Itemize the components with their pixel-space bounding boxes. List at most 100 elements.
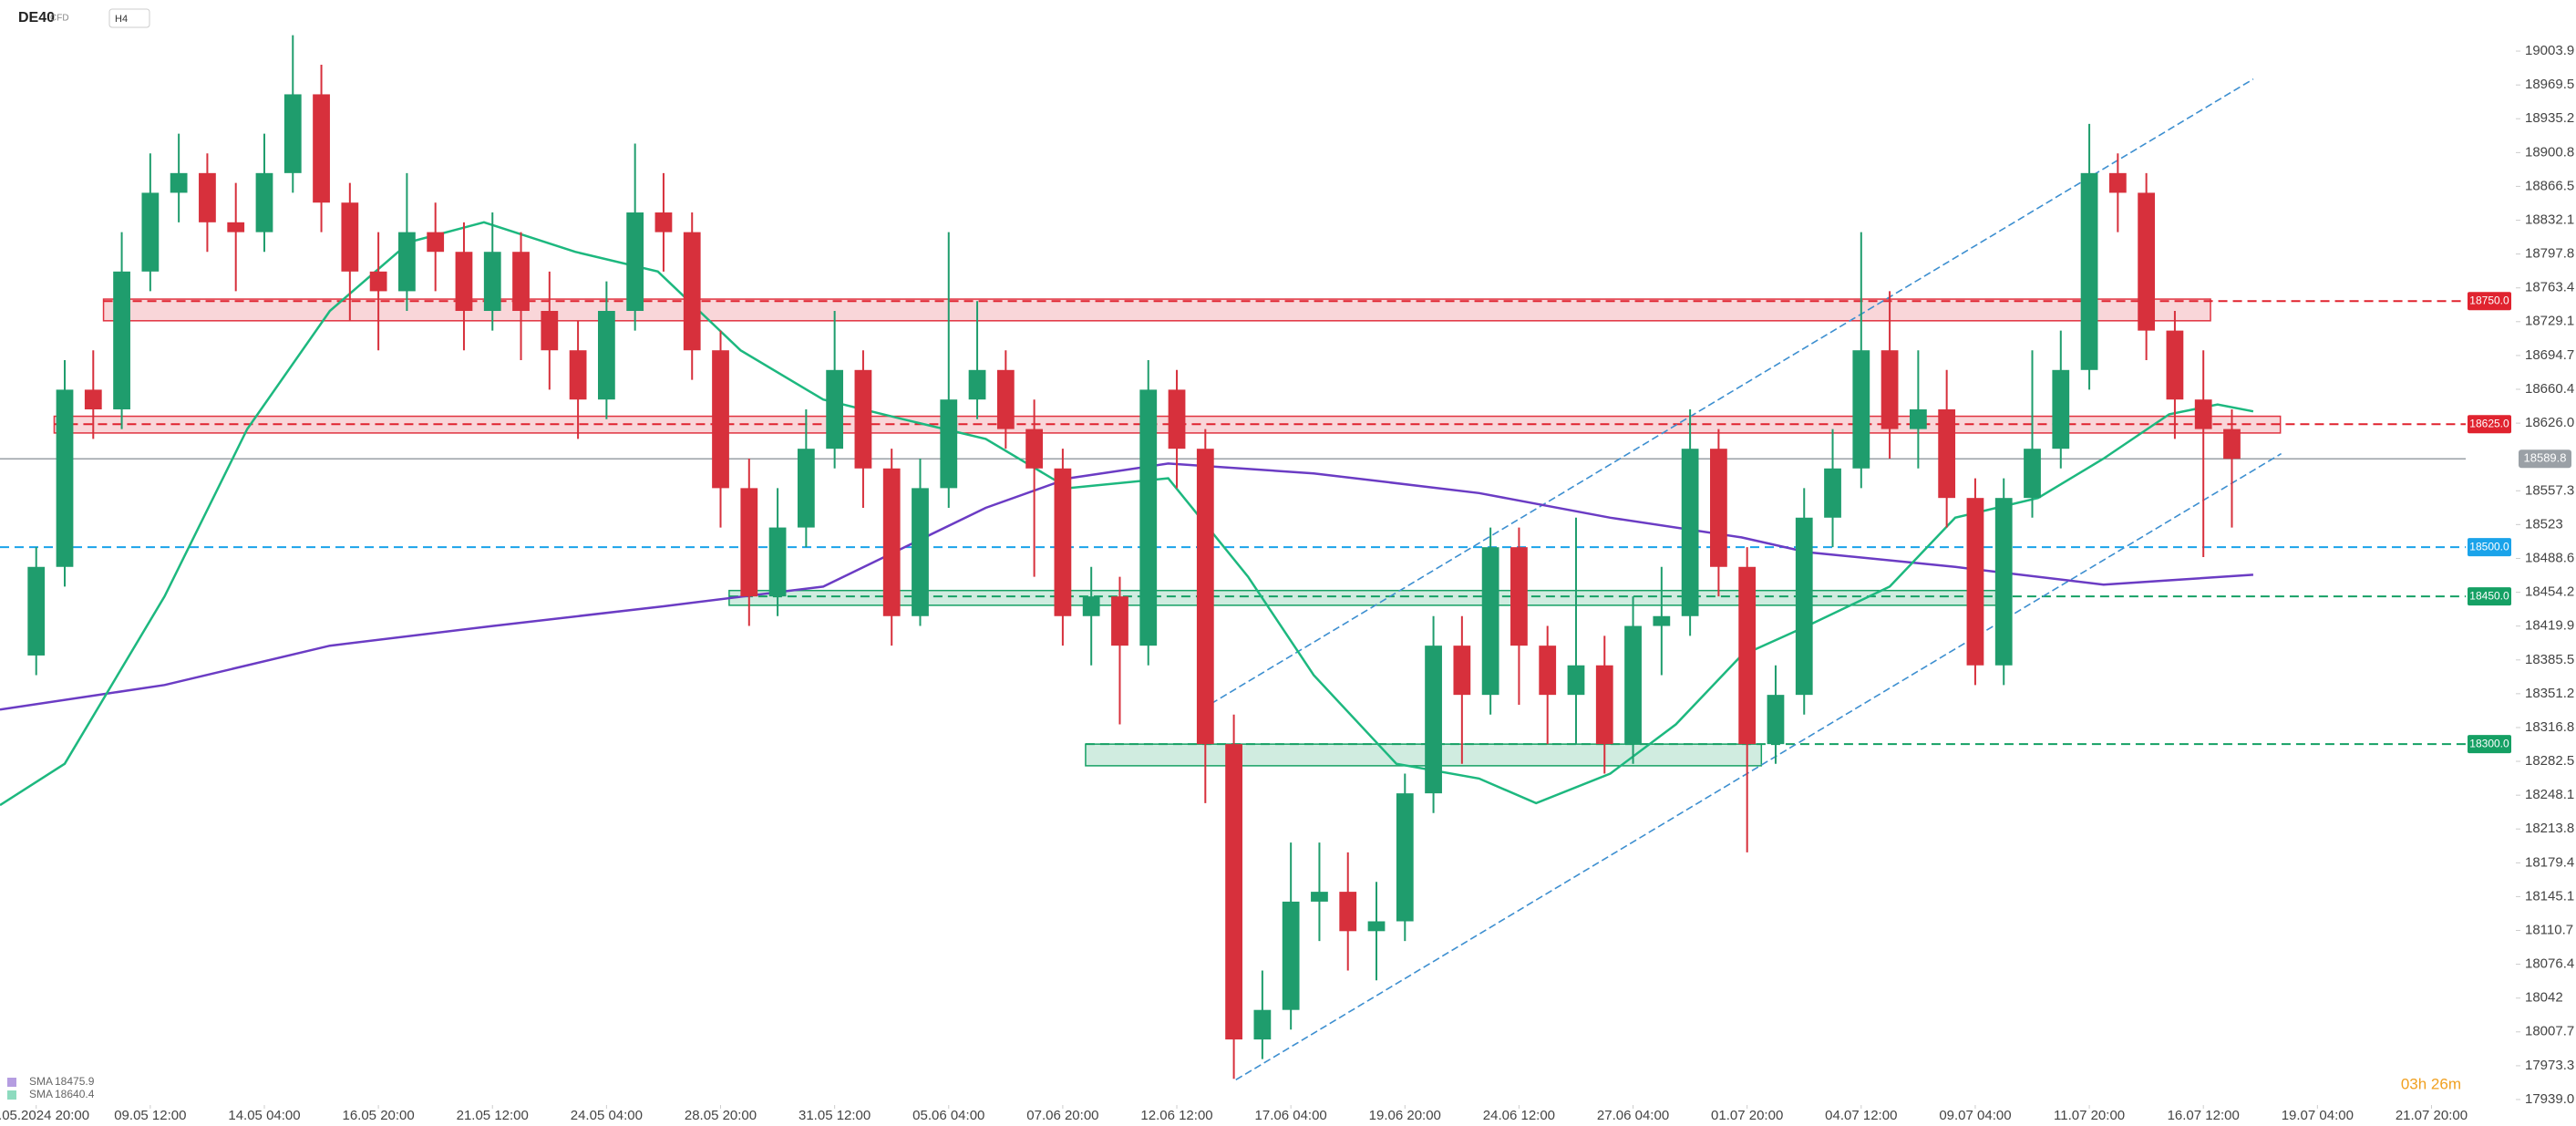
candle-body [1453,646,1471,696]
y-tick-label: 18282.5 [2525,753,2574,769]
candle-body [1567,665,1585,696]
candle-body [768,527,787,597]
y-tick-label: 18694.7 [2525,347,2574,363]
candle-body [2138,192,2156,331]
candle-body [940,399,958,489]
last-price-bg [2519,449,2571,469]
y-tick-label: 18042 [2525,990,2563,1006]
x-tick-label: 06.05.2024 20:00 [0,1108,89,1123]
candle-body [968,369,986,400]
x-tick-label: 12.06 12:00 [1140,1108,1212,1123]
x-tick-label: 24.05 04:00 [571,1108,643,1123]
x-tick-label: 09.07 04:00 [1939,1108,2011,1123]
y-tick-label: 18145.1 [2525,888,2574,904]
candle-body [882,468,901,616]
candle-body [369,271,387,292]
candle-body [1909,408,1927,429]
y-tick-label: 18557.3 [2525,482,2574,498]
candle-body [826,369,844,449]
candle-body [398,232,416,292]
candle-body [1339,892,1357,932]
y-tick-label: 18007.7 [2525,1024,2574,1039]
candle-body [84,389,102,409]
y-tick-label: 18797.8 [2525,246,2574,262]
candle-body [597,311,615,400]
y-tick-label: 18763.4 [2525,280,2574,295]
y-tick-label: 18179.4 [2525,854,2574,870]
y-tick-label: 18316.8 [2525,719,2574,735]
candle-body [1767,695,1785,745]
level-label: 18625.0 [2469,417,2509,429]
market: CFD [50,14,69,24]
candle-body [712,350,729,489]
interval[interactable]: H4 [115,14,128,25]
candle-body [1880,350,1899,429]
candle-body [1653,615,1671,626]
x-tick-label: 24.06 12:00 [1483,1108,1555,1123]
x-tick-label: 05.06 04:00 [912,1108,984,1123]
candle-body [255,172,273,232]
y-tick-label: 18900.8 [2525,144,2574,160]
level-label-bg [2468,587,2511,606]
candle-body [170,172,188,193]
legend-name: SMA [29,1088,53,1100]
candle-body [740,488,758,597]
legend-name: SMA [29,1075,53,1088]
y-tick-label: 18935.2 [2525,110,2574,126]
candle-body [113,271,130,409]
candle-body [1253,1009,1272,1040]
candle-body [1738,566,1757,745]
y-tick-label: 18729.1 [2525,314,2574,329]
candle-body [654,212,673,232]
candle-body [1082,596,1100,616]
level-label: 18500.0 [2469,540,2509,553]
candle-body [1481,547,1499,696]
interval-box[interactable] [108,8,150,28]
x-tick-label: 09.05 12:00 [114,1108,186,1123]
candle-body [1539,646,1557,696]
candle-body [427,232,445,253]
y-tick-label: 18110.7 [2525,923,2573,938]
candle-body [1938,408,1956,499]
y-tick-label: 18454.2 [2525,584,2574,600]
symbol[interactable]: DE40 [18,10,55,26]
x-tick-label: 11.07 20:00 [2054,1108,2125,1123]
level-label-bg [2468,735,2511,754]
candle-body [1025,429,1044,469]
candle-body [56,389,74,567]
level-label: 18450.0 [2469,589,2509,602]
x-tick-label: 07.06 20:00 [1026,1108,1098,1123]
candle-body [1624,625,1642,745]
candle-body [1367,921,1386,932]
legend-value: 18640.4 [55,1088,95,1100]
candle-body [27,566,46,656]
candle-body [1681,449,1699,616]
candle-body [797,449,815,528]
candle-body [141,192,160,272]
y-tick-label: 18660.4 [2525,381,2574,397]
y-tick-label: 17973.3 [2525,1058,2574,1073]
candle-body [912,488,929,616]
x-tick-label: 16.07 12:00 [2168,1108,2240,1123]
level-label: 18750.0 [2469,294,2509,306]
candle-body [1311,892,1328,902]
y-tick-label: 18076.4 [2525,956,2574,972]
candle-body [1510,547,1528,646]
y-tick-label: 18419.9 [2525,618,2574,634]
y-tick-label: 18385.5 [2525,652,2574,667]
level-label: 18300.0 [2469,737,2509,749]
candle-body [1852,350,1870,469]
level-label-bg [2468,292,2511,311]
y-tick-label: 18488.6 [2525,550,2574,565]
candle-body [2024,449,2041,499]
candle-body [283,94,302,173]
y-tick-label: 18969.5 [2525,77,2574,92]
candle-body [1824,468,1841,518]
candle-body [1054,468,1072,616]
candle-body [1795,517,1813,696]
candle-body [626,212,644,312]
candle-body [1139,389,1158,646]
sma-line [0,462,2253,711]
x-tick-label: 27.06 04:00 [1597,1108,1669,1123]
